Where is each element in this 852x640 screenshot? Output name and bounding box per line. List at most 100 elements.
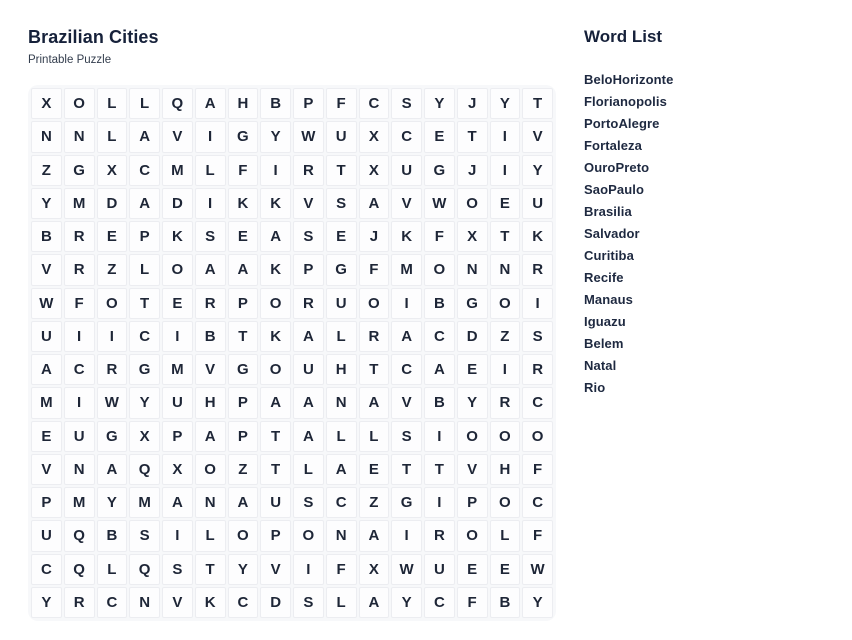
grid-cell: O [63, 88, 95, 120]
grid-cell: C [391, 354, 422, 386]
grid-cell: X [96, 154, 128, 186]
grid-cell: N [194, 487, 226, 519]
grid-cell: O [489, 287, 521, 319]
grid-cell: R [522, 354, 553, 386]
grid-cell: C [424, 320, 455, 352]
grid-cell: J [456, 88, 488, 120]
word-list-item: PortoAlegre [584, 116, 660, 131]
grid-cell: V [456, 453, 488, 485]
grid-cell: G [424, 154, 455, 186]
page-title: Brazilian Cities [28, 27, 159, 47]
grid-cell: S [293, 221, 324, 253]
grid-cell: R [194, 287, 226, 319]
grid-cell: B [96, 520, 128, 552]
grid-cell: G [325, 254, 357, 286]
grid-cell: C [96, 586, 128, 618]
grid-cell: A [424, 354, 455, 386]
grid-cell: Y [489, 88, 521, 120]
grid-cell: K [522, 221, 553, 253]
grid-cell: G [227, 354, 259, 386]
grid-cell: G [96, 420, 128, 452]
grid-cell: D [456, 320, 488, 352]
grid-cell: A [96, 453, 128, 485]
grid-cell: L [325, 420, 357, 452]
grid-cell: Z [31, 154, 62, 186]
grid-cell: N [63, 121, 95, 153]
grid-cell: L [96, 88, 128, 120]
grid-cell: D [162, 187, 193, 219]
grid-cell: U [424, 553, 455, 585]
grid-cell: N [489, 254, 521, 286]
grid-cell: V [522, 121, 553, 153]
grid-cell: F [424, 221, 455, 253]
grid-cell: I [162, 520, 193, 552]
grid-cell: S [162, 553, 193, 585]
word-list-item: Manaus [584, 292, 634, 307]
grid-cell: V [31, 453, 62, 485]
word-list-title: Word List [584, 27, 663, 46]
grid-cell: J [358, 221, 390, 253]
grid-cell: G [456, 287, 488, 319]
grid-cell: K [260, 254, 291, 286]
grid-cell: Y [96, 487, 128, 519]
page-subtitle: Printable Puzzle [28, 54, 112, 66]
grid-cell: T [260, 420, 291, 452]
grid-cell: G [391, 487, 422, 519]
grid-cell: E [325, 221, 357, 253]
grid-cell: I [391, 287, 422, 319]
grid-cell: I [489, 121, 521, 153]
grid-cell: I [194, 121, 226, 153]
grid-cell: I [194, 187, 226, 219]
grid-cell: Z [489, 320, 521, 352]
grid-cell: N [456, 254, 488, 286]
grid-cell: A [325, 453, 357, 485]
grid-cell: C [325, 487, 357, 519]
grid-cell: P [227, 387, 259, 419]
word-list-item: Recife [584, 270, 624, 285]
grid-cell: Y [129, 387, 160, 419]
grid-cell: Y [522, 154, 553, 186]
grid-cell: X [358, 553, 390, 585]
grid-cell: I [162, 320, 193, 352]
grid-cell: X [358, 154, 390, 186]
grid-cell: R [63, 254, 95, 286]
grid-cell: A [293, 387, 324, 419]
grid-cell: D [260, 586, 291, 618]
word-list-item: BeloHorizonte [584, 72, 674, 87]
grid-cell: I [260, 154, 291, 186]
grid-cell: B [489, 586, 521, 618]
grid-cell: U [31, 320, 62, 352]
grid-cell: R [293, 154, 324, 186]
grid-cell: V [162, 586, 193, 618]
grid-cell: P [293, 88, 324, 120]
grid-cell: N [129, 586, 160, 618]
grid-cell: C [522, 487, 553, 519]
grid-cell: C [522, 387, 553, 419]
grid-cell: T [325, 154, 357, 186]
grid-cell: V [194, 354, 226, 386]
grid-cell: Q [129, 553, 160, 585]
grid-cell: T [522, 88, 553, 120]
grid-cell: Y [227, 553, 259, 585]
grid-cell: A [31, 354, 62, 386]
grid-cell: U [63, 420, 95, 452]
grid-cell: C [31, 553, 62, 585]
grid-cell: X [456, 221, 488, 253]
grid-cell: S [325, 187, 357, 219]
grid-cell: T [227, 320, 259, 352]
grid-cell: L [129, 254, 160, 286]
grid-cell: X [162, 453, 193, 485]
grid-cell: V [391, 187, 422, 219]
grid-cell: U [31, 520, 62, 552]
grid-cell: O [162, 254, 193, 286]
grid-cell: A [227, 487, 259, 519]
grid-cell: O [489, 420, 521, 452]
grid-cell: R [424, 520, 455, 552]
grid-cell: G [129, 354, 160, 386]
grid-cell: P [162, 420, 193, 452]
grid-cell: W [293, 121, 324, 153]
grid-cell: T [358, 354, 390, 386]
grid-cell: B [194, 320, 226, 352]
grid-cell: R [358, 320, 390, 352]
